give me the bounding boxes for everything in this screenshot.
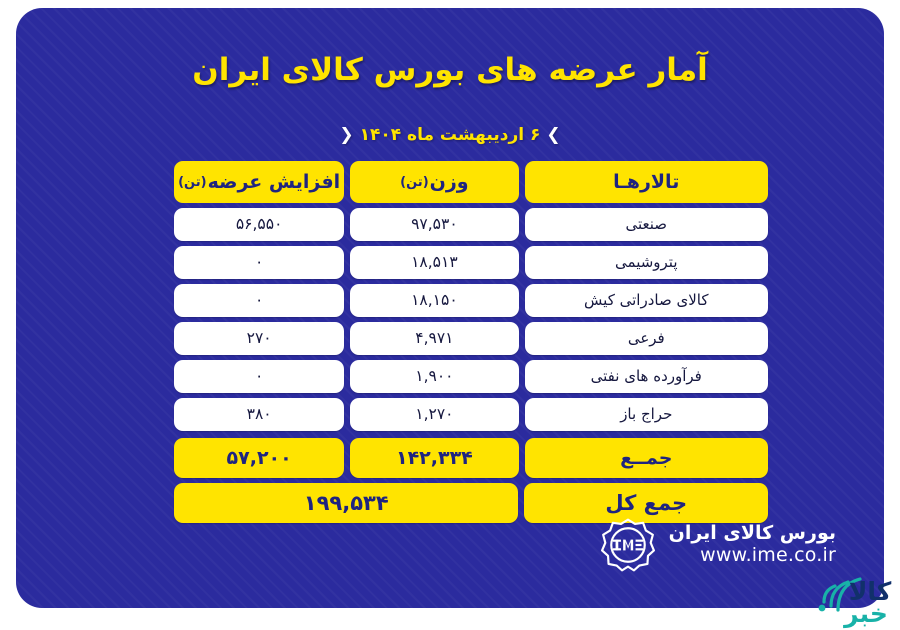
cell-weight: ۴,۹۷۱ — [350, 322, 519, 355]
cell-hall: صنعتی — [524, 208, 768, 241]
table-row: پتروشیمی ۱۸,۵۱۳ ۰ — [174, 246, 768, 279]
table-row: حراج باز ۱,۲۷۰ ۳۸۰ — [174, 398, 768, 431]
info-card-panel: آمار عرضه های بورس کالای ایران ❯۶ اردیبه… — [16, 8, 884, 608]
column-header-weight-label: وزن — [429, 170, 469, 193]
cell-increase: ۵۶,۵۵۰ — [174, 208, 345, 241]
column-header-halls: تالارهـا — [524, 161, 768, 203]
total-increase: ۵۷,۲۰۰ — [174, 438, 345, 478]
cell-weight: ۹۷,۵۳۰ — [350, 208, 519, 241]
cell-increase: ۰ — [174, 246, 345, 279]
cell-increase: ۲۷۰ — [174, 322, 345, 355]
column-header-weight: وزن (تن) — [350, 161, 519, 203]
table-row: فرآورده های نفتی ۱,۹۰۰ ۰ — [174, 360, 768, 393]
total-weight: ۱۴۲,۳۳۴ — [350, 438, 519, 478]
cell-weight: ۱۸,۵۱۳ — [350, 246, 519, 279]
cell-weight: ۱۸,۱۵۰ — [350, 284, 519, 317]
date-subtitle: ❯۶ اردیبهشت ماه ۱۴۰۴❮ — [16, 124, 884, 145]
cell-increase: ۰ — [174, 284, 345, 317]
watermark-line2: خبر — [842, 599, 888, 629]
kalakhabar-watermark-logo: کالا خبر — [808, 550, 894, 630]
table-header-row: تالارهـا وزن (تن) افزایش عرضه (تن) — [174, 161, 768, 203]
chevron-right-icon: ❯ — [546, 124, 561, 145]
cell-increase: ۰ — [174, 360, 345, 393]
footer-org-name: بورس کالای ایران — [668, 522, 836, 545]
column-header-halls-label: تالارهـا — [613, 170, 680, 193]
column-header-increase: افزایش عرضه (تن) — [174, 161, 345, 203]
footer-text-block: بورس کالای ایران www.ime.co.ir — [668, 522, 836, 567]
grand-total-label: جمع کل — [524, 483, 768, 523]
total-label: جمــع — [524, 438, 768, 478]
cell-hall: کالای صادراتی کیش — [524, 284, 768, 317]
cell-hall: فرآورده های نفتی — [524, 360, 768, 393]
grand-total-value: ۱۹۹,۵۳۴ — [174, 483, 519, 523]
watermark-line1: کالا — [849, 577, 892, 606]
ime-logo-icon — [600, 518, 655, 572]
column-header-increase-unit: (تن) — [178, 174, 207, 190]
date-label: ۶ اردیبهشت ماه ۱۴۰۴ — [359, 124, 541, 145]
cell-weight: ۱,۲۷۰ — [350, 398, 519, 431]
cell-hall: فرعی — [524, 322, 768, 355]
table-grand-total-row: جمع کل ۱۹۹,۵۳۴ — [174, 483, 768, 523]
cell-hall: پتروشیمی — [524, 246, 768, 279]
cell-weight: ۱,۹۰۰ — [350, 360, 519, 393]
page-title: آمار عرضه های بورس کالای ایران — [192, 52, 708, 88]
column-header-increase-label: افزایش عرضه — [207, 170, 341, 193]
statistics-table: تالارهـا وزن (تن) افزایش عرضه (تن) صنعتی ۹… — [174, 161, 768, 528]
chevron-left-icon: ❮ — [339, 124, 354, 145]
table-row: فرعی ۴,۹۷۱ ۲۷۰ — [174, 322, 768, 355]
table-total-row: جمــع ۱۴۲,۳۳۴ ۵۷,۲۰۰ — [174, 438, 768, 478]
table-row: کالای صادراتی کیش ۱۸,۱۵۰ ۰ — [174, 284, 768, 317]
column-header-weight-unit: (تن) — [400, 174, 429, 190]
cell-increase: ۳۸۰ — [174, 398, 345, 431]
footer: بورس کالای ایران www.ime.co.ir — [600, 518, 836, 572]
cell-hall: حراج باز — [524, 398, 768, 431]
table-row: صنعتی ۹۷,۵۳۰ ۵۶,۵۵۰ — [174, 208, 768, 241]
footer-website-url: www.ime.co.ir — [700, 544, 836, 566]
